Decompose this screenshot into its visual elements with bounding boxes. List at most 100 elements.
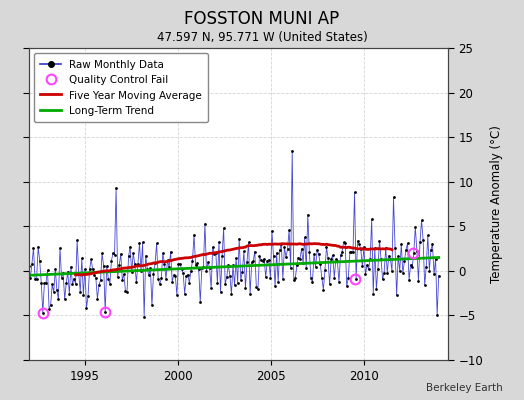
Point	[199, 264, 208, 270]
Point	[160, 260, 169, 267]
Point	[59, 270, 67, 276]
Point	[402, 247, 410, 253]
Point	[239, 248, 248, 255]
Point	[318, 274, 326, 281]
Point	[285, 227, 293, 233]
Point	[177, 265, 185, 272]
Point	[173, 292, 181, 298]
Point	[396, 268, 404, 274]
Point	[216, 289, 225, 295]
Point	[293, 262, 301, 268]
Point	[374, 265, 382, 272]
Point	[410, 250, 418, 256]
Point	[329, 252, 337, 258]
Point	[182, 273, 190, 279]
Point	[194, 266, 203, 272]
Point	[209, 244, 217, 250]
Point	[78, 255, 86, 262]
Point	[135, 240, 144, 246]
Point	[332, 256, 340, 262]
Point	[330, 274, 339, 281]
Point	[60, 296, 69, 302]
Point	[53, 287, 61, 294]
Point	[359, 244, 368, 250]
Point	[247, 259, 256, 266]
Point	[188, 258, 196, 264]
Point	[272, 250, 281, 256]
Text: 47.597 N, 95.771 W (United States): 47.597 N, 95.771 W (United States)	[157, 31, 367, 44]
Point	[408, 264, 417, 270]
Point	[276, 247, 284, 254]
Point	[87, 256, 95, 263]
Point	[234, 280, 242, 286]
Point	[54, 296, 63, 302]
Point	[336, 252, 345, 258]
Point	[340, 239, 348, 246]
Point	[93, 296, 102, 302]
Point	[119, 271, 128, 278]
Point	[114, 274, 122, 280]
Point	[223, 274, 231, 280]
Point	[231, 282, 239, 288]
Point	[62, 280, 70, 286]
Point	[263, 258, 271, 264]
Point	[141, 252, 150, 259]
Point	[162, 276, 170, 282]
Point	[238, 268, 246, 275]
Point	[152, 240, 161, 247]
Point	[294, 254, 303, 261]
Point	[221, 281, 230, 288]
Point	[26, 274, 35, 281]
Point	[257, 257, 265, 263]
Point	[391, 245, 399, 251]
Point	[121, 288, 129, 294]
Point	[425, 267, 433, 274]
Point	[106, 281, 114, 287]
Point	[25, 263, 33, 270]
Point	[123, 289, 131, 296]
Point	[405, 277, 413, 283]
Point	[149, 271, 158, 277]
Point	[73, 237, 81, 243]
Point	[364, 266, 373, 272]
Point	[79, 292, 88, 298]
Point	[90, 271, 99, 278]
Point	[349, 249, 357, 255]
Point	[427, 247, 435, 253]
Point	[109, 250, 117, 256]
Point	[266, 274, 275, 281]
Legend: Raw Monthly Data, Quality Control Fail, Five Year Moving Average, Long-Term Tren: Raw Monthly Data, Quality Control Fail, …	[34, 53, 209, 122]
Point	[143, 266, 151, 272]
Point	[279, 276, 287, 282]
Point	[283, 246, 292, 253]
Point	[287, 265, 295, 272]
Point	[313, 247, 321, 253]
Point	[95, 282, 103, 288]
Point	[428, 241, 436, 247]
Point	[416, 239, 424, 245]
Point	[377, 256, 385, 262]
Point	[431, 256, 440, 262]
Point	[171, 273, 180, 279]
Point	[397, 241, 406, 247]
Point	[370, 245, 379, 251]
Point	[183, 271, 192, 278]
Point	[201, 220, 209, 227]
Point	[327, 256, 335, 262]
Point	[31, 276, 39, 282]
Point	[346, 249, 354, 255]
Point	[107, 258, 116, 264]
Point	[235, 235, 244, 242]
Point	[127, 269, 136, 275]
Point	[400, 258, 409, 264]
Point	[210, 251, 219, 257]
Point	[28, 260, 36, 267]
Point	[380, 270, 388, 276]
Point	[57, 275, 66, 281]
Point	[151, 260, 159, 267]
Point	[386, 256, 395, 262]
Point	[241, 285, 249, 291]
Point	[56, 245, 64, 251]
Point	[311, 264, 320, 270]
Point	[366, 256, 374, 262]
